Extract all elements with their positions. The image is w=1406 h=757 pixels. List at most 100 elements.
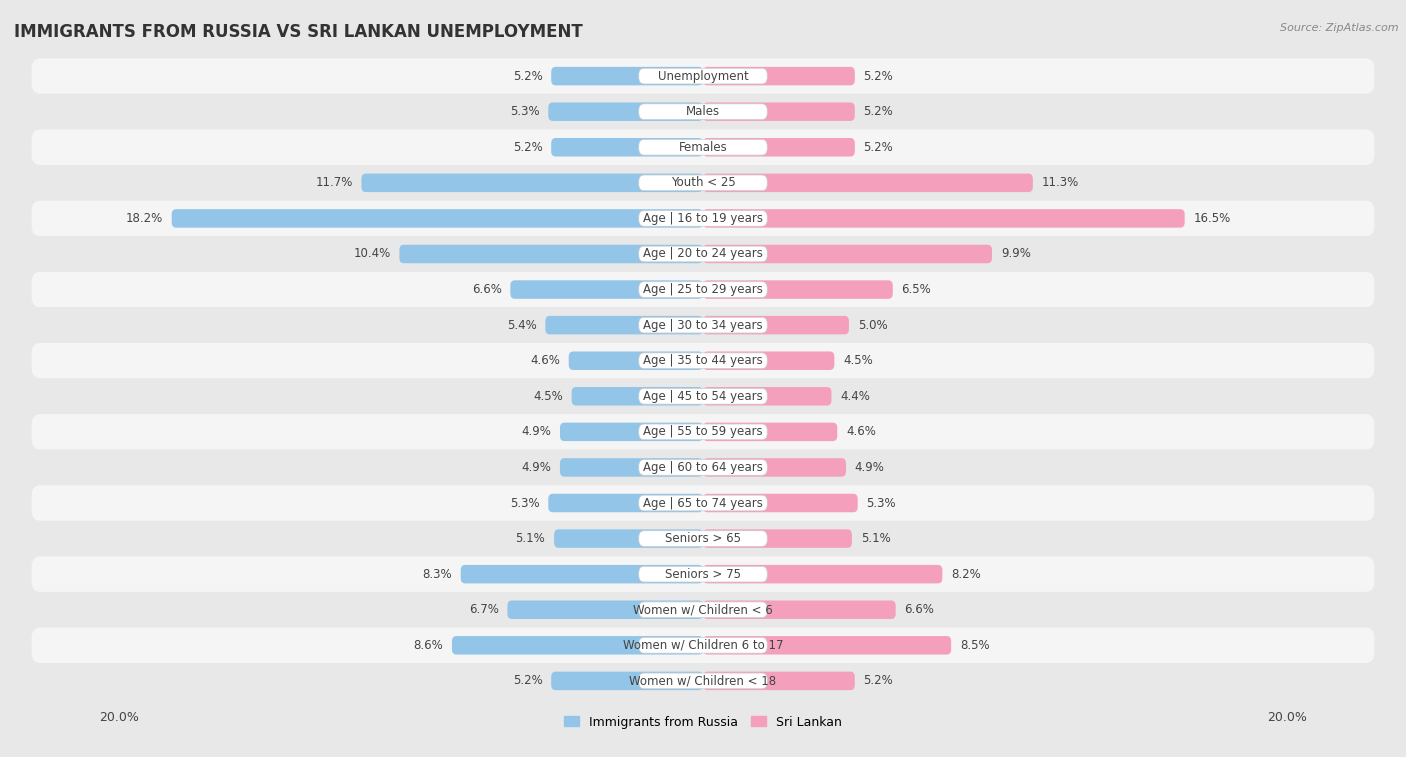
- FancyBboxPatch shape: [703, 494, 858, 512]
- FancyBboxPatch shape: [560, 422, 703, 441]
- FancyBboxPatch shape: [548, 102, 703, 121]
- FancyBboxPatch shape: [703, 565, 942, 584]
- Text: Age | 65 to 74 years: Age | 65 to 74 years: [643, 497, 763, 509]
- Text: 5.2%: 5.2%: [863, 674, 893, 687]
- FancyBboxPatch shape: [638, 104, 768, 120]
- Text: 11.3%: 11.3%: [1042, 176, 1078, 189]
- FancyBboxPatch shape: [361, 173, 703, 192]
- Text: 6.6%: 6.6%: [904, 603, 935, 616]
- FancyBboxPatch shape: [638, 495, 768, 511]
- Text: 4.5%: 4.5%: [844, 354, 873, 367]
- FancyBboxPatch shape: [638, 210, 768, 226]
- Text: 5.2%: 5.2%: [513, 141, 543, 154]
- Text: 6.7%: 6.7%: [468, 603, 499, 616]
- FancyBboxPatch shape: [31, 521, 1375, 556]
- FancyBboxPatch shape: [172, 209, 703, 228]
- Text: 8.5%: 8.5%: [960, 639, 990, 652]
- Text: 5.2%: 5.2%: [513, 674, 543, 687]
- FancyBboxPatch shape: [703, 387, 831, 406]
- Text: 18.2%: 18.2%: [125, 212, 163, 225]
- FancyBboxPatch shape: [703, 636, 950, 655]
- FancyBboxPatch shape: [638, 68, 768, 84]
- FancyBboxPatch shape: [31, 628, 1375, 663]
- FancyBboxPatch shape: [703, 600, 896, 619]
- Text: 5.2%: 5.2%: [863, 70, 893, 83]
- Text: 8.6%: 8.6%: [413, 639, 443, 652]
- Text: 5.4%: 5.4%: [506, 319, 537, 332]
- FancyBboxPatch shape: [31, 450, 1375, 485]
- Text: Age | 60 to 64 years: Age | 60 to 64 years: [643, 461, 763, 474]
- Text: 5.3%: 5.3%: [866, 497, 896, 509]
- FancyBboxPatch shape: [638, 246, 768, 262]
- FancyBboxPatch shape: [568, 351, 703, 370]
- FancyBboxPatch shape: [703, 316, 849, 335]
- FancyBboxPatch shape: [546, 316, 703, 335]
- Text: 5.1%: 5.1%: [860, 532, 890, 545]
- Text: Age | 25 to 29 years: Age | 25 to 29 years: [643, 283, 763, 296]
- Text: 6.6%: 6.6%: [471, 283, 502, 296]
- Text: 5.2%: 5.2%: [513, 70, 543, 83]
- FancyBboxPatch shape: [551, 671, 703, 690]
- Legend: Immigrants from Russia, Sri Lankan: Immigrants from Russia, Sri Lankan: [560, 711, 846, 734]
- Text: 4.9%: 4.9%: [855, 461, 884, 474]
- FancyBboxPatch shape: [638, 353, 768, 369]
- FancyBboxPatch shape: [31, 94, 1375, 129]
- Text: 4.6%: 4.6%: [530, 354, 560, 367]
- Text: Age | 55 to 59 years: Age | 55 to 59 years: [643, 425, 763, 438]
- FancyBboxPatch shape: [451, 636, 703, 655]
- FancyBboxPatch shape: [31, 556, 1375, 592]
- FancyBboxPatch shape: [638, 388, 768, 404]
- FancyBboxPatch shape: [638, 175, 768, 191]
- FancyBboxPatch shape: [548, 494, 703, 512]
- Text: Unemployment: Unemployment: [658, 70, 748, 83]
- FancyBboxPatch shape: [572, 387, 703, 406]
- FancyBboxPatch shape: [461, 565, 703, 584]
- FancyBboxPatch shape: [703, 280, 893, 299]
- Text: 4.5%: 4.5%: [533, 390, 562, 403]
- FancyBboxPatch shape: [703, 209, 1185, 228]
- FancyBboxPatch shape: [638, 139, 768, 155]
- Text: 6.5%: 6.5%: [901, 283, 931, 296]
- Text: 10.4%: 10.4%: [353, 248, 391, 260]
- Text: 5.2%: 5.2%: [863, 141, 893, 154]
- FancyBboxPatch shape: [31, 58, 1375, 94]
- Text: Women w/ Children < 6: Women w/ Children < 6: [633, 603, 773, 616]
- Text: 4.4%: 4.4%: [841, 390, 870, 403]
- FancyBboxPatch shape: [638, 424, 768, 440]
- FancyBboxPatch shape: [508, 600, 703, 619]
- Text: Females: Females: [679, 141, 727, 154]
- FancyBboxPatch shape: [31, 201, 1375, 236]
- FancyBboxPatch shape: [554, 529, 703, 548]
- FancyBboxPatch shape: [551, 138, 703, 157]
- Text: Age | 20 to 24 years: Age | 20 to 24 years: [643, 248, 763, 260]
- Text: Source: ZipAtlas.com: Source: ZipAtlas.com: [1281, 23, 1399, 33]
- Text: Age | 16 to 19 years: Age | 16 to 19 years: [643, 212, 763, 225]
- Text: 5.1%: 5.1%: [516, 532, 546, 545]
- FancyBboxPatch shape: [703, 67, 855, 86]
- Text: Women w/ Children 6 to 17: Women w/ Children 6 to 17: [623, 639, 783, 652]
- Text: 5.2%: 5.2%: [863, 105, 893, 118]
- FancyBboxPatch shape: [638, 566, 768, 582]
- Text: Age | 45 to 54 years: Age | 45 to 54 years: [643, 390, 763, 403]
- FancyBboxPatch shape: [703, 671, 855, 690]
- FancyBboxPatch shape: [551, 67, 703, 86]
- FancyBboxPatch shape: [703, 529, 852, 548]
- Text: IMMIGRANTS FROM RUSSIA VS SRI LANKAN UNEMPLOYMENT: IMMIGRANTS FROM RUSSIA VS SRI LANKAN UNE…: [14, 23, 583, 41]
- Text: 16.5%: 16.5%: [1194, 212, 1230, 225]
- Text: Age | 35 to 44 years: Age | 35 to 44 years: [643, 354, 763, 367]
- FancyBboxPatch shape: [638, 531, 768, 547]
- FancyBboxPatch shape: [703, 351, 834, 370]
- FancyBboxPatch shape: [31, 414, 1375, 450]
- FancyBboxPatch shape: [638, 282, 768, 298]
- FancyBboxPatch shape: [31, 485, 1375, 521]
- Text: Seniors > 65: Seniors > 65: [665, 532, 741, 545]
- Text: 4.6%: 4.6%: [846, 425, 876, 438]
- FancyBboxPatch shape: [703, 458, 846, 477]
- FancyBboxPatch shape: [638, 673, 768, 689]
- FancyBboxPatch shape: [510, 280, 703, 299]
- FancyBboxPatch shape: [31, 236, 1375, 272]
- FancyBboxPatch shape: [638, 459, 768, 475]
- Text: Males: Males: [686, 105, 720, 118]
- Text: Women w/ Children < 18: Women w/ Children < 18: [630, 674, 776, 687]
- FancyBboxPatch shape: [399, 245, 703, 263]
